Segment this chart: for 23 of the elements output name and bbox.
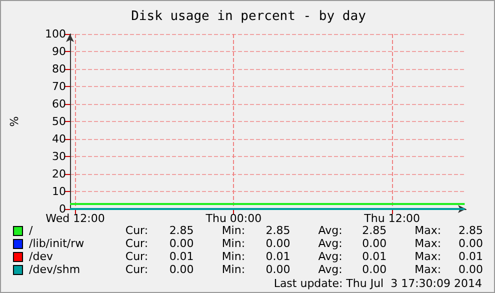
text: Cur: 2.85 Min: 2.85 Avg: 2.85 Max: 2.85	[125, 224, 484, 237]
y-tick-label: 50	[52, 115, 66, 128]
y-axis-title: %	[8, 116, 21, 127]
y-tick-label: 70	[52, 80, 66, 93]
y-tick-label: 80	[52, 62, 66, 76]
text: Cur: 0.00 Min: 0.00 Avg: 0.00 Max: 0.00	[125, 237, 484, 250]
x-tick-label: Thu 00:00	[204, 212, 262, 225]
y-tick-label: 90	[52, 45, 66, 58]
legend-label: /lib/init/rw	[29, 237, 86, 250]
legend-label: /dev	[29, 250, 54, 263]
x-tick-label: Thu 12:00	[363, 212, 420, 225]
text: Cur: 0.00 Min: 0.00 Avg: 0.00 Max: 0.00	[125, 263, 484, 276]
y-tick-label: 60	[52, 98, 66, 110]
y-tick-label: 40	[52, 132, 66, 146]
y-tick-label: 100	[45, 28, 66, 40]
chart-title: Disk usage in percent - by day	[131, 9, 366, 24]
legend-label: /	[29, 224, 34, 237]
y-tick-label: 30	[52, 150, 66, 163]
legend-label: /dev/shm	[29, 263, 82, 276]
y-tick-label: 20	[52, 168, 66, 180]
text: Cur: 0.01 Min: 0.01 Avg: 0.01 Max: 0.01	[125, 250, 484, 263]
text: Last update: Thu Jul 3 17:30:09 2014	[274, 277, 482, 290]
y-tick-label: 10	[52, 185, 66, 198]
